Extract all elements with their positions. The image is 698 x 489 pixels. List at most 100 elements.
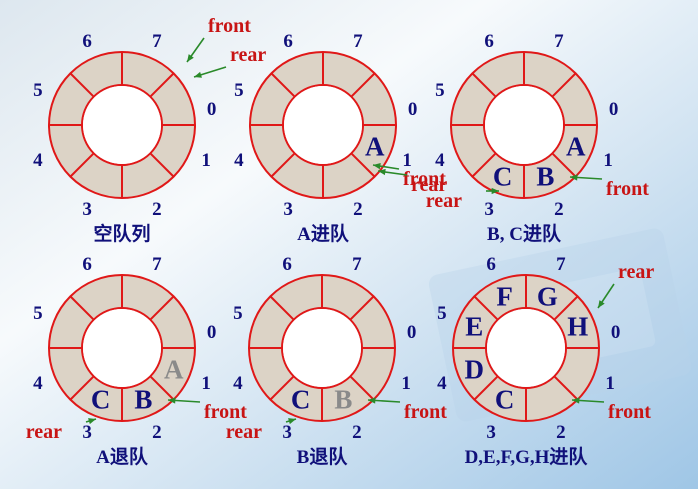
queue-element: A xyxy=(566,131,586,161)
slot-index-label: 7 xyxy=(352,254,362,275)
slot-index-label: 3 xyxy=(282,422,292,443)
slot-index-label: 1 xyxy=(401,373,411,394)
queue-element: C xyxy=(91,385,111,415)
rear-pointer-label: rear xyxy=(230,44,266,66)
slot-index-label: 2 xyxy=(152,422,162,443)
rear-pointer-arrowhead xyxy=(194,71,202,78)
queue-element: B xyxy=(536,162,554,192)
front-pointer-label: front xyxy=(208,15,251,37)
slot-divider xyxy=(149,375,175,401)
slot-index-label: 3 xyxy=(82,199,92,220)
slot-index-label: 7 xyxy=(152,254,162,275)
slot-index-label: 0 xyxy=(207,99,217,120)
front-pointer-arrowhead xyxy=(570,174,578,181)
slot-index-label: 0 xyxy=(408,99,418,120)
front-pointer-arrowhead xyxy=(373,163,381,170)
ring-hole xyxy=(83,86,161,164)
slot-index-label: 1 xyxy=(201,373,211,394)
slot-index-label: 2 xyxy=(352,422,362,443)
slot-index-label: 4 xyxy=(234,150,244,171)
diagram-caption: B退队 xyxy=(297,445,349,468)
slot-index-label: 7 xyxy=(152,31,162,52)
diagram-caption: 空队列 xyxy=(93,222,150,245)
queue-element: A xyxy=(365,131,385,161)
queue-element: C xyxy=(493,162,513,192)
slot-index-label: 2 xyxy=(556,422,566,443)
slot-index-label: 4 xyxy=(33,373,43,394)
diagram-caption: A退队 xyxy=(96,445,149,468)
rear-pointer-label: rear xyxy=(26,421,62,443)
rear-pointer-arrowhead xyxy=(288,418,296,425)
rear-pointer-arrowhead xyxy=(491,187,499,195)
slot-index-label: 0 xyxy=(407,322,417,343)
front-pointer-label: front xyxy=(608,401,651,423)
slot-divider xyxy=(553,295,579,321)
slot-divider xyxy=(269,375,295,401)
front-pointer-arrowhead xyxy=(187,54,194,62)
queue-diagram-1: 0 1 2 3 4 5 6 7 front rear 空队列 xyxy=(33,15,266,245)
diagram-caption: A进队 xyxy=(297,222,350,245)
queue-element: E xyxy=(465,312,483,342)
queue-element: B xyxy=(134,385,152,415)
slot-divider xyxy=(553,375,579,401)
rear-pointer-arrowhead xyxy=(88,418,96,425)
slot-index-label: 0 xyxy=(207,322,217,343)
front-pointer-label: front xyxy=(404,401,447,423)
slot-index-label: 6 xyxy=(486,254,496,275)
slot-divider xyxy=(69,295,95,321)
slot-index-label: 0 xyxy=(611,322,621,343)
rear-pointer-label: rear xyxy=(411,174,447,196)
queue-diagram-4: 0 1 2 3 4 5 6 7 ABC front rear A退队 xyxy=(26,254,248,468)
slot-index-label: 1 xyxy=(402,150,412,171)
slot-index-label: 7 xyxy=(556,254,566,275)
slot-divider xyxy=(149,295,175,321)
slot-index-label: 3 xyxy=(484,199,494,220)
slot-divider xyxy=(270,72,296,98)
slot-index-label: 2 xyxy=(554,199,564,220)
slot-index-label: 4 xyxy=(33,150,43,171)
slot-index-label: 5 xyxy=(435,80,445,101)
queue-element: C xyxy=(291,385,311,415)
diagram-caption: D,E,F,G,H进队 xyxy=(465,445,589,468)
queue-element: F xyxy=(496,281,513,311)
slot-index-label: 6 xyxy=(282,254,292,275)
queue-element: D xyxy=(465,354,485,384)
slot-index-label: 5 xyxy=(33,80,43,101)
diagram-caption: B, C进队 xyxy=(487,222,562,245)
slot-index-label: 6 xyxy=(484,31,494,52)
slot-index-label: 2 xyxy=(353,199,363,220)
slot-divider xyxy=(69,375,95,401)
slot-divider xyxy=(471,152,497,178)
queue-element: A xyxy=(164,354,184,384)
front-pointer-arrowhead xyxy=(368,397,376,404)
queue-diagram-5: 0 1 2 3 4 5 6 7 BC front rear B退队 xyxy=(226,254,448,468)
slot-divider xyxy=(551,152,577,178)
slot-index-label: 6 xyxy=(82,254,92,275)
slot-index-label: 5 xyxy=(234,80,244,101)
ring-hole xyxy=(284,86,362,164)
slot-index-label: 1 xyxy=(201,150,211,171)
front-pointer-label: front xyxy=(403,168,446,190)
slot-divider xyxy=(350,152,376,178)
slot-index-label: 3 xyxy=(82,422,92,443)
front-pointer-label: front xyxy=(606,178,649,200)
slot-divider xyxy=(149,72,175,98)
queue-diagram-3: 0 1 2 3 4 5 6 7 ABC front rear B, C进队 xyxy=(426,31,650,245)
queue-element: B xyxy=(334,385,352,415)
rear-pointer-arrowhead xyxy=(598,300,605,308)
front-pointer-arrowhead xyxy=(572,397,580,404)
ring-hole xyxy=(485,86,563,164)
ring-hole xyxy=(83,309,161,387)
queue-element: C xyxy=(495,385,515,415)
slot-index-label: 3 xyxy=(486,422,496,443)
slot-divider xyxy=(349,295,375,321)
slot-index-label: 1 xyxy=(605,373,615,394)
slot-index-label: 5 xyxy=(33,303,43,324)
slot-divider xyxy=(270,152,296,178)
slot-divider xyxy=(269,295,295,321)
slot-divider xyxy=(349,375,375,401)
slot-divider xyxy=(473,375,499,401)
queue-element: H xyxy=(567,312,588,342)
